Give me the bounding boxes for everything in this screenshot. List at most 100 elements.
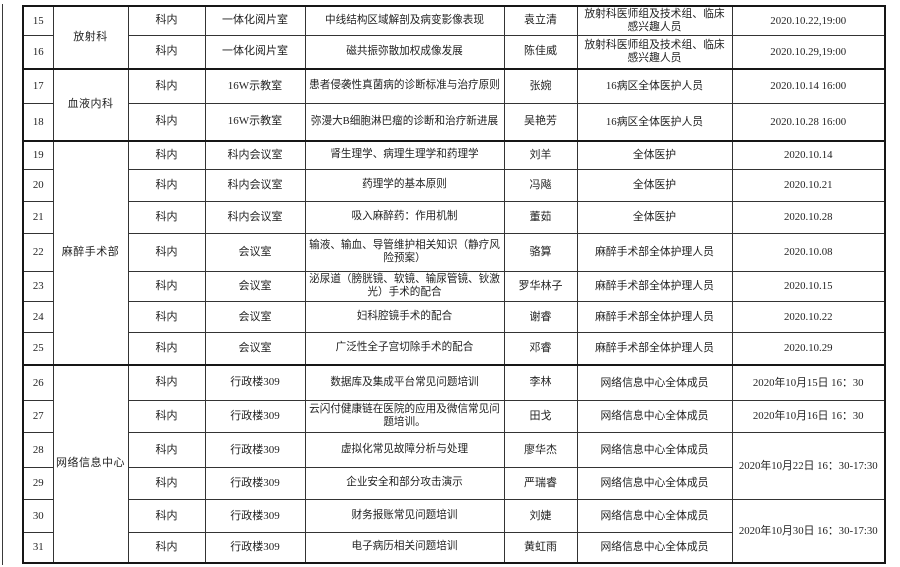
speaker-cell: 张婉 [503, 67, 578, 105]
level-cell: 科内 [127, 139, 206, 171]
time-cell: 2020.10.21 [731, 169, 886, 203]
speaker-cell: 廖华杰 [503, 432, 578, 469]
speaker-cell: 黄虹雨 [503, 532, 578, 564]
level-cell: 科内 [127, 400, 206, 434]
row-number-cell: 23 [22, 271, 54, 303]
topic-cell: 妇科腔镜手术的配合 [304, 301, 505, 334]
level-cell: 科内 [127, 169, 206, 203]
table-row: 31 科内 行政楼309 电子病历相关问题培训 黄虹雨 网络信息中心全体成员 [22, 532, 885, 564]
row-number-cell: 21 [22, 201, 54, 235]
location-cell: 会议室 [204, 332, 306, 366]
level-cell: 科内 [127, 233, 206, 273]
speaker-cell: 田戈 [503, 400, 578, 434]
topic-cell: 吸入麻醉药：作用机制 [304, 201, 505, 235]
speaker-cell: 邓睿 [503, 332, 578, 366]
level-cell: 科内 [127, 432, 206, 469]
time-cell: 2020年10月16日 16：30 [731, 400, 886, 434]
level-cell: 科内 [127, 35, 206, 70]
level-cell: 科内 [127, 532, 206, 564]
time-cell: 2020.10.29 [731, 332, 886, 366]
level-cell: 科内 [127, 103, 206, 142]
time-cell: 2020.10.29,19:00 [731, 35, 886, 70]
topic-cell: 弥漫大B细胞淋巴瘤的诊断和治疗新进展 [304, 103, 505, 142]
speaker-cell: 冯飚 [503, 169, 578, 203]
cropped-column-border [2, 4, 3, 565]
level-cell: 科内 [127, 67, 206, 105]
speaker-cell: 李林 [503, 363, 578, 402]
row-number-cell: 17 [22, 67, 54, 105]
location-cell: 科内会议室 [204, 169, 306, 203]
table-row: 30 科内 行政楼309 财务报账常见问题培训 刘婕 网络信息中心全体成员 2020年10月… [22, 499, 886, 564]
row-number-cell: 18 [22, 103, 54, 142]
topic-cell: 药理学的基本原则 [304, 169, 505, 203]
speaker-cell: 严瑞睿 [503, 467, 578, 501]
topic-cell: 虚拟化常见故障分析与处理 [304, 432, 505, 469]
topic-cell: 电子病历相关问题培训 [304, 532, 505, 564]
table-row: 19 麻醉手术部 科内 科内会议室 肾生理学、病理生理学和药理学 刘羊 全体医护 2020.1… [22, 139, 886, 366]
speaker-cell: 陈佳威 [503, 35, 578, 70]
topic-cell: 输液、输血、导管维护相关知识（静疗风险预案） [304, 233, 505, 273]
level-cell: 科内 [127, 363, 206, 402]
audience-cell: 麻醉手术部全体护理人员 [576, 271, 733, 303]
row-number-cell: 20 [22, 169, 54, 203]
speaker-cell: 骆算 [503, 233, 578, 273]
row-number-cell: 16 [22, 35, 54, 70]
table-row: 25 科内 会议室 广泛性全子宫切除手术的配合 邓睿 麻醉手术部全体护理人员 2020.10… [22, 332, 886, 366]
location-cell: 行政楼309 [204, 363, 306, 402]
location-cell: 16W示教室 [204, 103, 306, 142]
topic-cell: 磁共振弥散加权成像发展 [304, 35, 505, 70]
row-number-cell: 24 [22, 301, 54, 334]
row-number-cell: 26 [22, 363, 54, 402]
location-cell: 会议室 [204, 233, 306, 273]
row-number-cell: 29 [22, 467, 54, 501]
time-cell: 2020.10.28 [731, 201, 886, 235]
speaker-cell: 刘婕 [503, 499, 578, 534]
table-row: 29 科内 行政楼309 企业安全和部分攻击演示 严瑞睿 网络信息中心全体成员 [22, 467, 885, 501]
time-cell: 2020.10.14 16:00 [731, 67, 886, 105]
table-row: 20 科内 科内会议室 药理学的基本原则 冯飚 全体医护 2020.10.21 [22, 169, 886, 203]
location-cell: 行政楼309 [204, 432, 306, 469]
location-cell: 行政楼309 [204, 532, 306, 564]
location-cell: 16W示教室 [204, 67, 306, 105]
department-cell: 放射科 [52, 5, 129, 70]
table-row: 28 科内 行政楼309 虚拟化常见故障分析与处理 廖华杰 网络信息中心全体成员 2020年… [22, 432, 886, 501]
table-row: 16 科内 一体化阅片室 磁共振弥散加权成像发展 陈佳威 放射科医师组及技术组、临床感兴趣… [22, 35, 886, 70]
speaker-cell: 袁立清 [503, 5, 578, 37]
time-cell: 2020.10.15 [731, 271, 886, 303]
row-number-cell: 25 [22, 332, 54, 366]
location-cell: 科内会议室 [204, 139, 306, 171]
table-row: 15 放射科 科内 一体化阅片室 中线结构区域解剖及病变影像表现 袁立清 放射科医师组及技术… [22, 5, 886, 70]
audience-cell: 网络信息中心全体成员 [576, 432, 733, 469]
topic-cell: 企业安全和部分攻击演示 [304, 467, 505, 501]
audience-cell: 网络信息中心全体成员 [576, 499, 733, 534]
row-number-cell: 15 [22, 5, 54, 37]
table-row: 27 科内 行政楼309 云闪付健康链在医院的应用及微信常见问题培训。 田戈 网络信息中心… [22, 400, 886, 434]
time-cell: 2020.10.22,19:00 [731, 5, 886, 37]
location-cell: 行政楼309 [204, 400, 306, 434]
time-cell: 2020年10月30日 16：30-17:30 [731, 499, 886, 564]
time-cell: 2020年10月22日 16：30-17:30 [731, 432, 886, 501]
row-number-cell: 28 [22, 432, 54, 469]
audience-cell: 全体医护 [576, 139, 733, 171]
audience-cell: 放射科医师组及技术组、临床感兴趣人员 [576, 5, 733, 37]
row-number-cell: 31 [22, 532, 54, 564]
location-cell: 一体化阅片室 [204, 5, 306, 37]
audience-cell: 16病区全体医护人员 [576, 67, 733, 105]
audience-cell: 网络信息中心全体成员 [576, 363, 733, 402]
level-cell: 科内 [127, 467, 206, 501]
table-row: 26 网络信息中心 科内 行政楼309 数据库及集成平台常见问题培训 李林 网络信息中心全体… [22, 363, 886, 564]
speaker-cell: 罗华林子 [503, 271, 578, 303]
topic-cell: 肾生理学、病理生理学和药理学 [304, 139, 505, 171]
level-cell: 科内 [127, 301, 206, 334]
level-cell: 科内 [127, 332, 206, 366]
audience-cell: 网络信息中心全体成员 [576, 400, 733, 434]
table-body: 15 放射科 科内 一体化阅片室 中线结构区域解剖及病变影像表现 袁立清 放射科医师组及技术… [22, 5, 886, 564]
topic-cell: 云闪付健康链在医院的应用及微信常见问题培训。 [304, 400, 505, 434]
location-cell: 会议室 [204, 271, 306, 303]
table-row: 18 科内 16W示教室 弥漫大B细胞淋巴瘤的诊断和治疗新进展 吴艳芳 16病区全体医护人… [22, 103, 886, 142]
table-row: 22 科内 会议室 输液、输血、导管维护相关知识（静疗风险预案） 骆算 麻醉手术部全体护理… [22, 233, 886, 273]
table-row: 21 科内 科内会议室 吸入麻醉药：作用机制 董茹 全体医护 2020.10.28 [22, 201, 886, 235]
level-cell: 科内 [127, 499, 206, 534]
audience-cell: 全体医护 [576, 201, 733, 235]
